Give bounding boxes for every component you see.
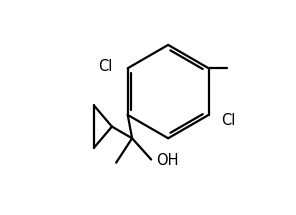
- Text: Cl: Cl: [98, 59, 113, 74]
- Text: OH: OH: [156, 153, 178, 168]
- Text: Cl: Cl: [222, 113, 236, 128]
